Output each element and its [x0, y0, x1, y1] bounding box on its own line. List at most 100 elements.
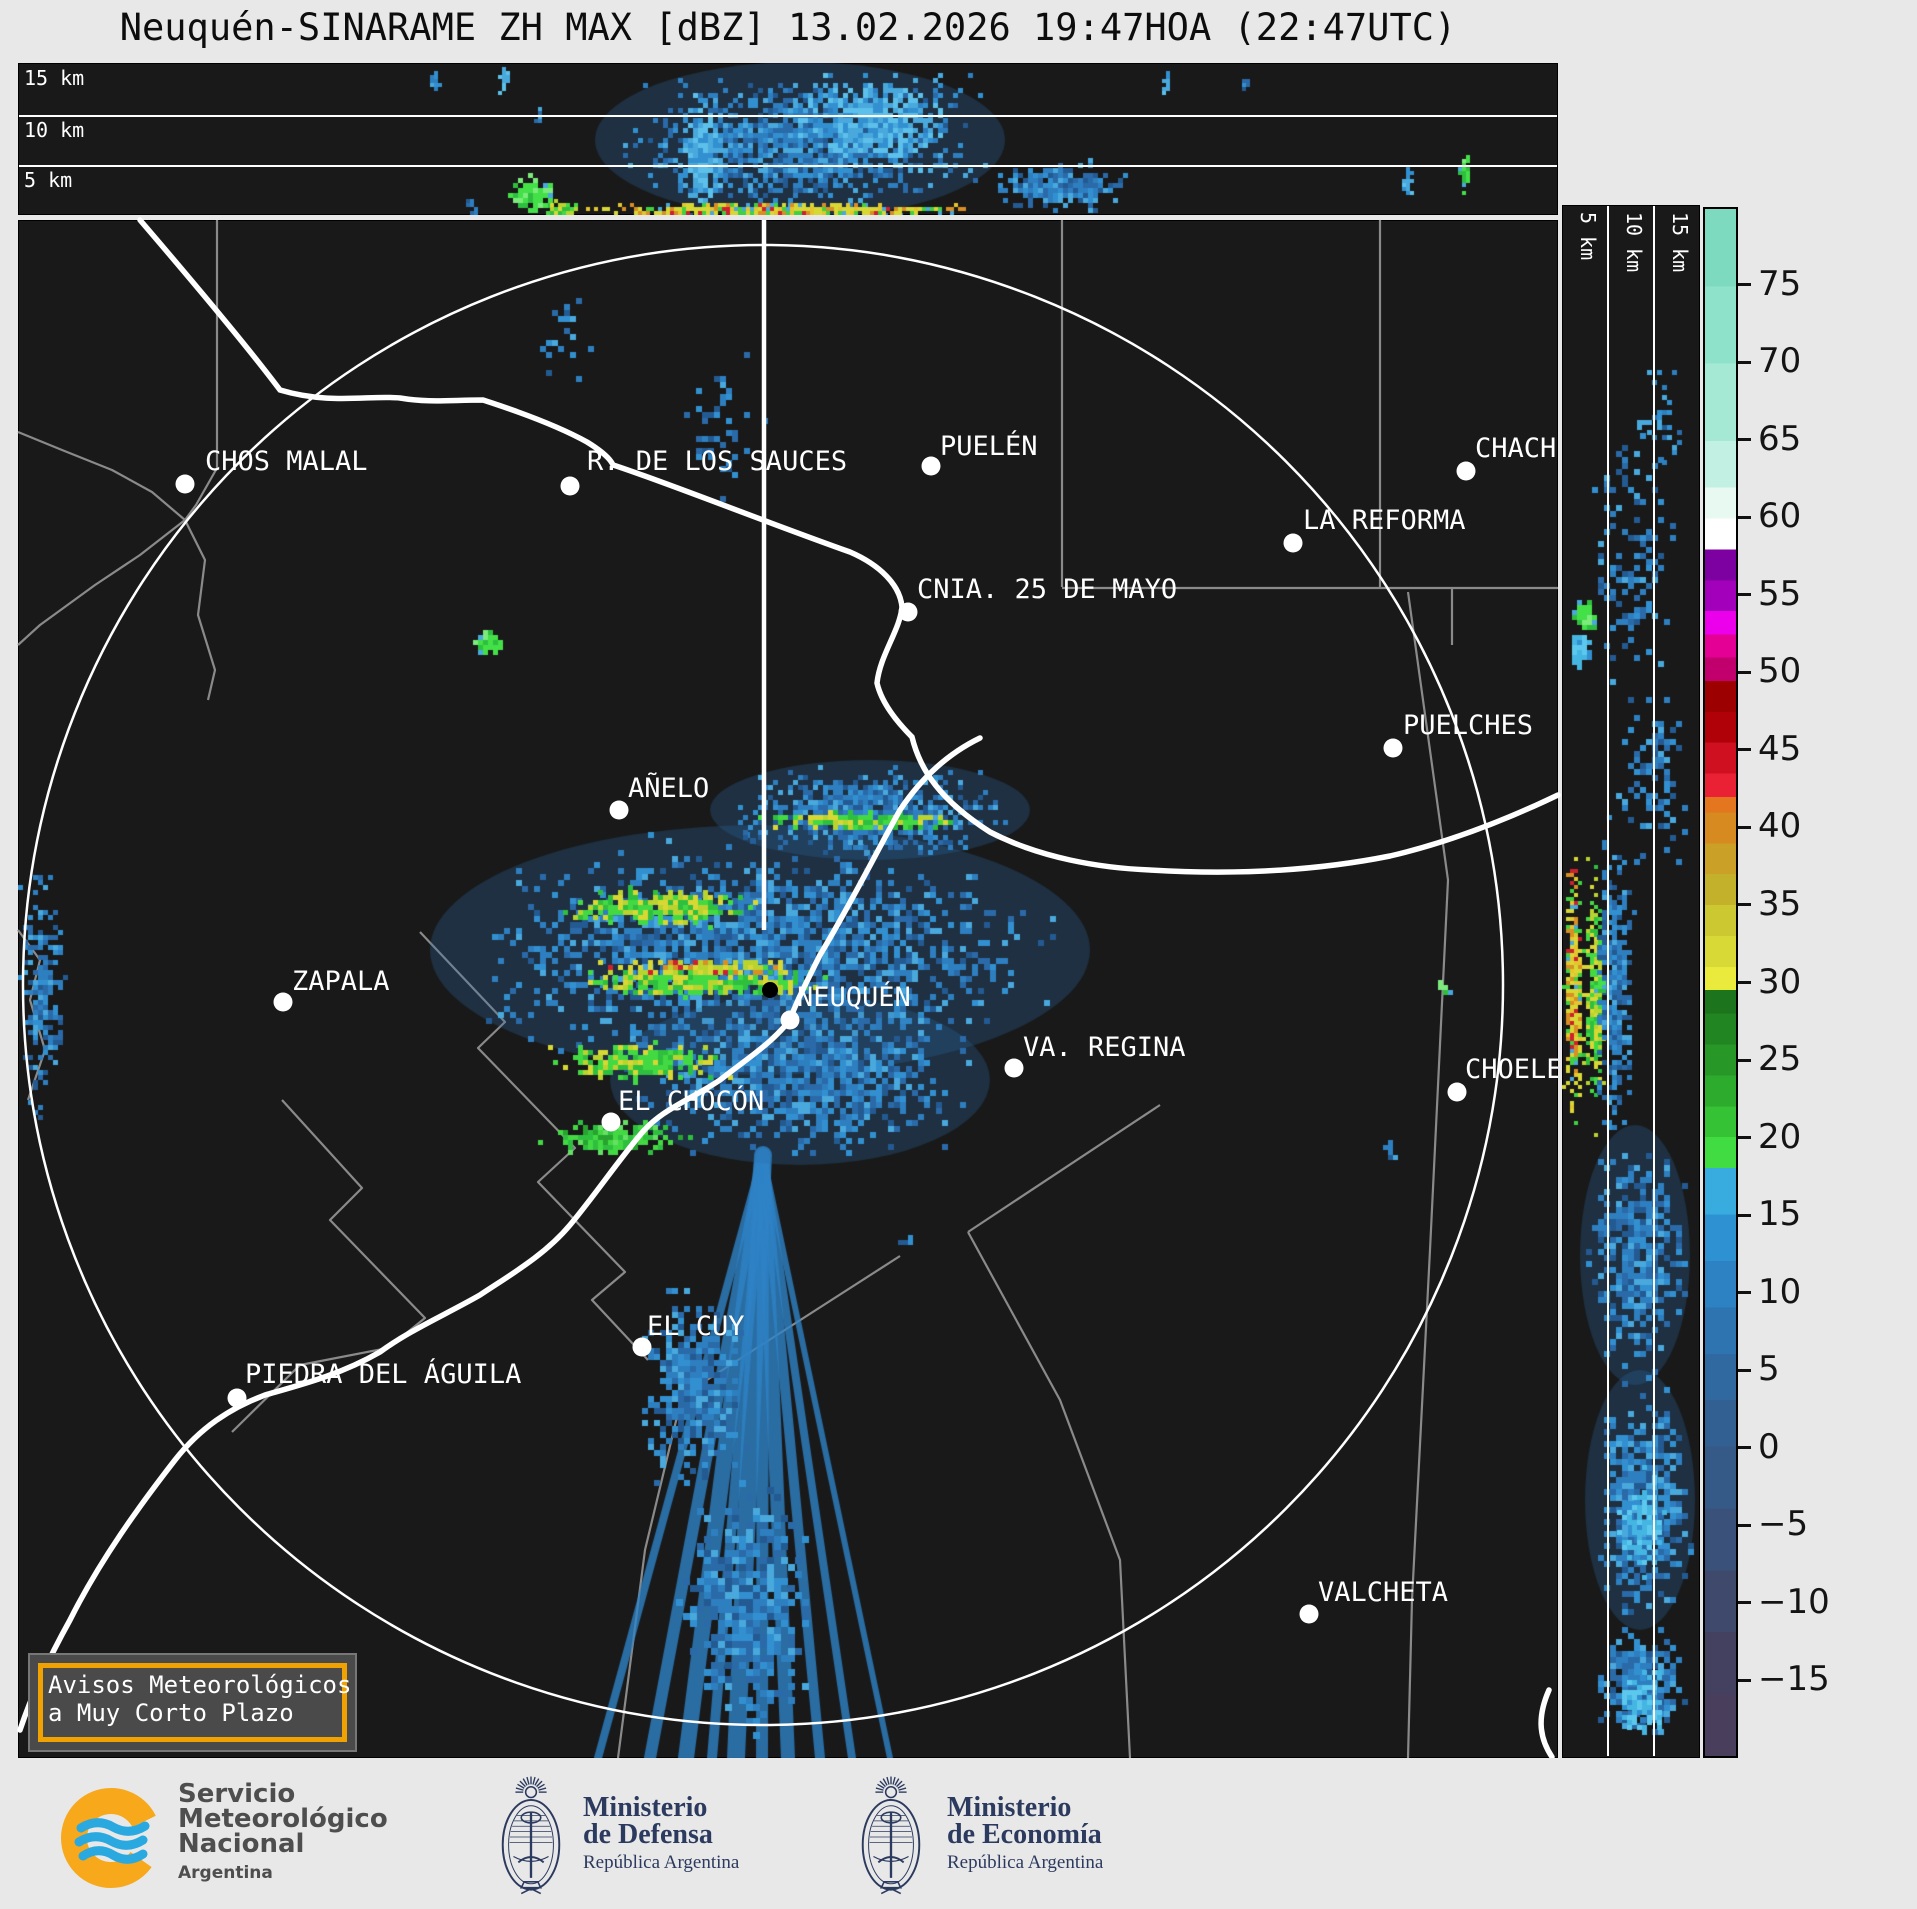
smn-line1: Servicio [178, 1779, 296, 1809]
city-dot [273, 992, 293, 1012]
city-labels-layer: CHOS MALAL R. DE LOS SAUCES PUELÉN CHACH LA … [18, 220, 1558, 1758]
city-label: R. DE LOS SAUCES [587, 446, 848, 477]
smn-line3: Nacional [178, 1829, 305, 1859]
colorbar-tick-mark [1738, 903, 1751, 907]
right-cross-section-echoes [1562, 205, 1700, 1758]
colorbar-tick-mark [1738, 1601, 1751, 1605]
smn-line2: Meteorológico [178, 1804, 388, 1834]
city-dot [1004, 1058, 1024, 1078]
city-label: PUELCHES [1403, 710, 1534, 741]
top-10km-line [19, 115, 1557, 117]
colorbar-tick-label: 45 [1758, 728, 1802, 769]
right-axis-label-10km: 10 km [1622, 212, 1646, 273]
colorbar-tick-mark [1738, 981, 1751, 984]
colorbar-tick-mark [1738, 825, 1751, 829]
top-5km-line [19, 165, 1557, 167]
city-dot [601, 1112, 621, 1132]
city-label: NEUQUÉN [797, 982, 911, 1013]
rio-colorado [137, 217, 1561, 875]
colorbar-tick-label: 70 [1758, 341, 1802, 382]
defensa-line1: Ministerio [583, 1792, 708, 1823]
colorbar-tick-mark [1738, 1291, 1751, 1295]
colorbar-tick-mark [1738, 593, 1751, 597]
city-dot [1447, 1082, 1467, 1102]
smn-orange-ring [61, 1788, 161, 1888]
city-label: CHACH [1475, 433, 1557, 464]
city-label: CHOELE [1465, 1054, 1558, 1085]
coat-of-arms-part [861, 1776, 921, 1895]
colorbar-tick-label: 50 [1758, 651, 1802, 692]
colorbar-tick-mark [1738, 515, 1751, 519]
footer: Servicio Meteorológico Nacional Argentin… [0, 1758, 1917, 1909]
reflectivity-colorbar [1703, 207, 1738, 1758]
defensa-logo-text: Ministerio de Defensa República Argentin… [583, 1794, 739, 1874]
city-dot [632, 1337, 652, 1357]
city-label: EL CUY [647, 1311, 745, 1342]
colorbar-tick-mark [1738, 1058, 1751, 1062]
colorbar-tick-label: −10 [1758, 1581, 1830, 1622]
city-label: CHOS MALAL [205, 446, 368, 477]
city-dot [1456, 461, 1476, 481]
colorbar-tick-label: 35 [1758, 883, 1802, 924]
rio-neuquen [787, 735, 983, 1023]
colorbar-tick-mark [1738, 1678, 1751, 1682]
right-axis-label-5km: 5 km [1576, 212, 1600, 261]
city-dot [227, 1388, 247, 1408]
city-label: AÑELO [628, 773, 710, 804]
defensa-subtitle: República Argentina [583, 1852, 740, 1873]
colorbar-tick-label: 75 [1758, 263, 1802, 304]
city-label: EL CHOCÓN [618, 1086, 765, 1117]
right-axis-label-15km: 15 km [1668, 212, 1692, 273]
colorbar-tick-label: 40 [1758, 806, 1802, 847]
advisory-line2: a Muy Corto Plazo [48, 1699, 294, 1727]
economia-line1: Ministerio [947, 1792, 1072, 1823]
rivers [17, 217, 1561, 1760]
colorbar-tick-label: 20 [1758, 1116, 1802, 1157]
advisory-box-border [38, 1663, 347, 1742]
defensa-coat-of-arms-icon [501, 1776, 561, 1895]
colorbar-tick-label: 0 [1758, 1426, 1780, 1467]
colorbar-tick-label: 65 [1758, 418, 1802, 459]
city-dot [921, 456, 941, 476]
colorbar-tick-label: −5 [1758, 1504, 1809, 1545]
smn-blue-waves [74, 1818, 150, 1864]
city-dot [1383, 738, 1403, 758]
advisory-line1: Avisos Meteorológicos [48, 1671, 352, 1699]
advisory-box[interactable]: Avisos Meteorológicos a Muy Corto Plazo [28, 1653, 357, 1752]
city-label: PIEDRA DEL ÁGUILA [245, 1359, 522, 1390]
coat-of-arms-part [501, 1776, 561, 1895]
smn-country: Argentina [178, 1863, 273, 1883]
city-dot [560, 476, 580, 496]
colorbar-tick-mark [1738, 1136, 1751, 1140]
colorbar-tick-label: 5 [1758, 1349, 1780, 1390]
top-axis-label-5km: 5 km [24, 168, 73, 192]
colorbar-tick-mark [1738, 748, 1751, 752]
city-label: PUELÉN [940, 431, 1038, 462]
map-overlay-layer [17, 217, 1561, 1760]
city-label: VALCHETA [1318, 1577, 1449, 1608]
defensa-line2: de Defensa [583, 1819, 713, 1850]
colorbar-tick-mark [1738, 1523, 1751, 1527]
page-title: Neuquén-SINARAME ZH MAX [dBZ] 13.02.2026… [119, 6, 1457, 49]
colorbar-tick-mark [1738, 1213, 1751, 1217]
colorbar-tick-mark [1738, 1446, 1751, 1450]
colorbar-tick-label: 15 [1758, 1194, 1802, 1235]
smn-logo-text: Servicio Meteorológico Nacional Argentin… [178, 1779, 388, 1886]
city-dot [175, 474, 195, 494]
economia-coat-of-arms-icon [861, 1776, 921, 1895]
colorbar-tick-label: 55 [1758, 573, 1802, 614]
colorbar-tick-label: 25 [1758, 1039, 1802, 1080]
radar-site-dot [762, 982, 778, 998]
top-cross-section-echoes [18, 63, 1558, 215]
top-axis-label-15km: 15 km [24, 66, 85, 90]
city-dot [780, 1010, 800, 1030]
colorbar-tick-mark [1738, 360, 1751, 364]
city-dot [1283, 533, 1303, 553]
top-axis-label-10km: 10 km [24, 118, 85, 142]
city-dot [1299, 1604, 1319, 1624]
economia-logo-text: Ministerio de Economía República Argenti… [947, 1794, 1103, 1874]
colorbar-tick-mark [1738, 1368, 1751, 1372]
smn-logo-icon [61, 1788, 161, 1888]
colorbar-tick-label: 10 [1758, 1271, 1802, 1312]
